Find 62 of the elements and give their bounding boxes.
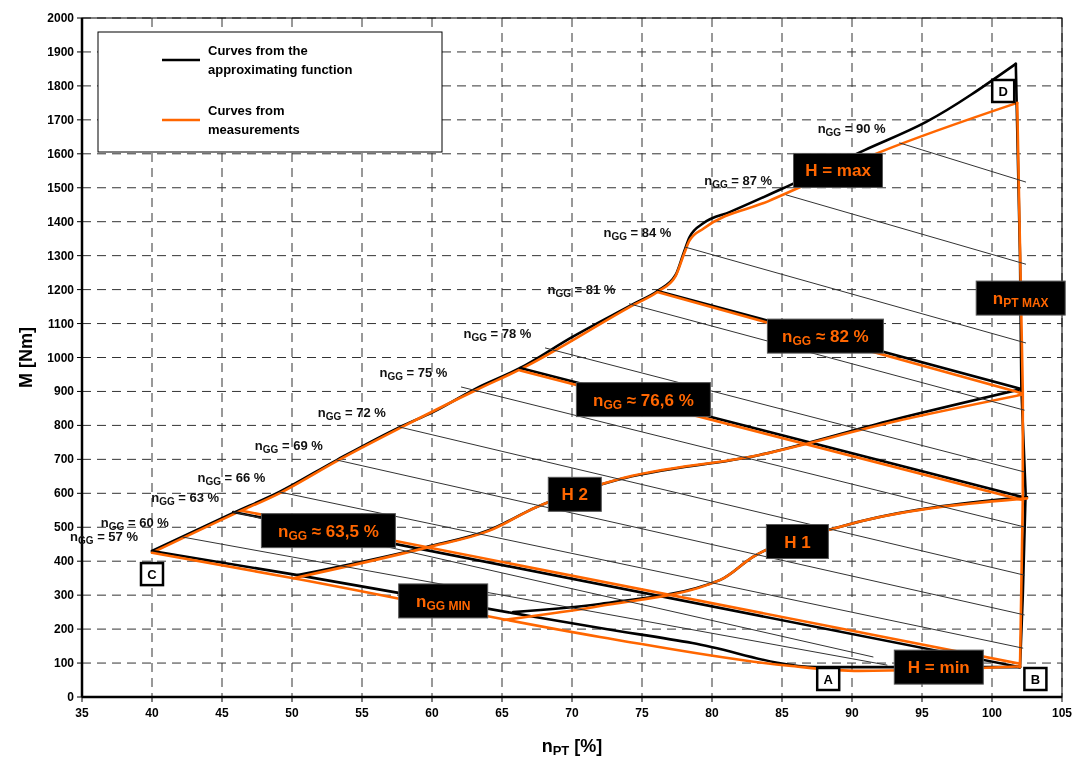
annotation: n$_{GG}$ = 87 % xyxy=(704,172,773,190)
y-tick-label: 1900 xyxy=(47,44,75,59)
y-tick-label: 1400 xyxy=(47,214,75,229)
y-tick-label: 400 xyxy=(53,554,75,569)
x-tick-label: 40 xyxy=(145,706,159,720)
y-tick-label: 2000 xyxy=(47,11,75,25)
annotation: n$_{GG}$ = 78 % xyxy=(463,325,532,343)
x-tick-label: 105 xyxy=(1051,706,1073,720)
y-tick-label: 800 xyxy=(53,418,75,433)
y-tick-label: 0 xyxy=(67,690,75,704)
annotation: n$_{GG}$ = 84 % xyxy=(603,225,672,242)
y-tick-label: 300 xyxy=(53,588,75,603)
annotation: n$_{GG}$ = 69 % xyxy=(254,438,324,455)
x-tick-label: 75 xyxy=(635,706,649,720)
annotation: H 1 xyxy=(784,532,811,552)
annotation: n$_{GG}$ = 75 % xyxy=(379,365,448,382)
annotation: n$_{GG}$ = 90 % xyxy=(817,120,887,138)
x-tick-label: 35 xyxy=(75,706,89,720)
y-tick-label: 500 xyxy=(53,520,75,535)
x-tick-label: 55 xyxy=(355,706,369,720)
annotation: D xyxy=(998,83,1008,99)
x-tick-label: 45 xyxy=(215,706,229,720)
annotation: A xyxy=(823,672,834,688)
annotation: n$_{GG}$ ≈ 63,5 % xyxy=(278,521,379,543)
y-tick-label: 1200 xyxy=(47,282,75,297)
annotation: n$_{GG}$ = 72 % xyxy=(317,405,387,422)
annotation: H 2 xyxy=(561,485,589,505)
annotation: n$_{GG MIN}$ xyxy=(416,591,471,613)
y-tick-label: 1300 xyxy=(47,248,75,263)
annotation: H = max xyxy=(805,161,872,181)
x-tick-label: 100 xyxy=(981,706,1003,720)
x-tick-label: 60 xyxy=(425,706,439,720)
y-tick-label: 1600 xyxy=(47,146,75,161)
x-tick-label: 65 xyxy=(495,706,509,720)
legend-label: Curves from measurements xyxy=(208,102,300,137)
x-tick-label: 50 xyxy=(285,706,299,720)
y-tick-label: 200 xyxy=(53,622,75,637)
x-tick-label: 95 xyxy=(915,706,929,720)
x-tick-label: 90 xyxy=(845,706,859,720)
y-tick-label: 1500 xyxy=(47,180,75,195)
annotation: H = min xyxy=(907,658,970,678)
x-tick-label: 85 xyxy=(775,706,789,720)
annotation: C xyxy=(147,567,158,583)
x-tick-label: 80 xyxy=(705,706,719,720)
y-tick-label: 1100 xyxy=(47,316,75,331)
x-tick-label: 70 xyxy=(565,706,579,720)
y-axis-title: M [Nm] xyxy=(16,327,36,388)
y-tick-label: 100 xyxy=(53,656,75,671)
y-tick-label: 1000 xyxy=(47,350,75,365)
y-tick-label: 1700 xyxy=(47,112,75,127)
annotation: B xyxy=(1030,672,1041,688)
y-tick-label: 600 xyxy=(53,486,75,501)
legend-label: Curves from the approximating function xyxy=(208,42,353,77)
annotation: n$_{PT MAX}$ xyxy=(992,289,1049,311)
annotation: n$_{GG}$ = 63 % xyxy=(151,489,220,507)
x-axis-title: n$_{PT}$ [%] xyxy=(541,736,603,759)
y-tick-label: 1800 xyxy=(47,78,75,93)
annotation: n$_{GG}$ ≈ 76,6 % xyxy=(593,390,694,412)
annotation: n$_{GG}$ ≈ 82 % xyxy=(782,327,869,349)
annotation: n$_{GG}$ = 66 % xyxy=(197,469,266,487)
y-tick-label: 700 xyxy=(53,452,75,467)
y-tick-label: 900 xyxy=(53,384,75,399)
